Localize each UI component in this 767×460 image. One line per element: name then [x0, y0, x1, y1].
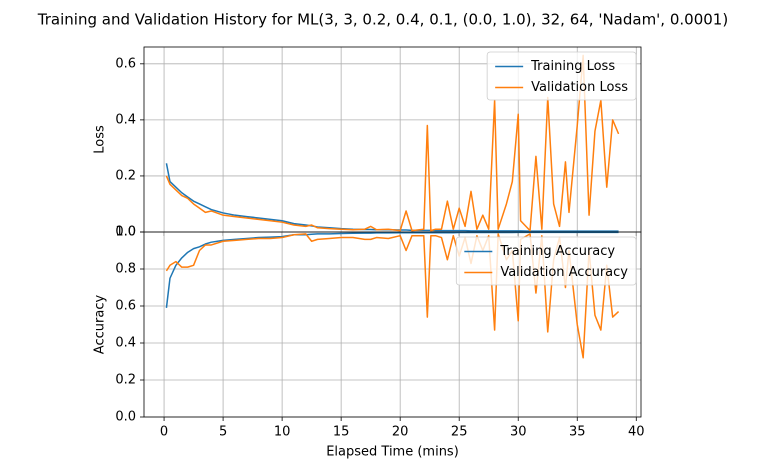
data-line: [165, 54, 620, 232]
x-tick-label: 35: [569, 425, 586, 440]
y-tick-label: 1.0: [115, 225, 136, 240]
y-tick-label: 0.4: [115, 336, 136, 351]
x-tick-label: 25: [451, 425, 468, 440]
x-tick-label: 0: [160, 425, 168, 440]
legend-label: Training Loss: [530, 59, 615, 74]
figure-title: Training and Validation History for ML(3…: [37, 11, 728, 29]
y-tick-label: 0.4: [115, 112, 136, 127]
y-tick-label: 0.6: [115, 56, 136, 71]
x-tick-label: 10: [274, 425, 291, 440]
y-tick-label: 0.2: [115, 373, 136, 388]
axes-frame: [143, 231, 642, 418]
x-tick-label: 20: [392, 425, 409, 440]
y-tick-label: 0.2: [115, 168, 136, 183]
legend-label: Training Accuracy: [499, 244, 615, 259]
x-tick-label: 5: [219, 425, 227, 440]
y-tick-label: 0.0: [115, 410, 136, 425]
y-tick-label: 0.8: [115, 262, 136, 277]
x-axis-label: Elapsed Time (mins): [326, 445, 459, 460]
legend-box: [486, 51, 637, 101]
y-axis-label: Accuracy: [93, 295, 108, 355]
x-tick-label: 15: [333, 425, 350, 440]
x-tick-label: 40: [628, 425, 645, 440]
legend-box: [455, 236, 637, 286]
legend-label: Validation Accuracy: [500, 265, 628, 280]
y-axis-label: Loss: [93, 125, 108, 154]
y-tick-label: 0.0: [115, 225, 136, 240]
legend-label: Validation Loss: [531, 80, 628, 95]
x-tick-label: 30: [510, 425, 527, 440]
y-tick-label: 0.6: [115, 299, 136, 314]
